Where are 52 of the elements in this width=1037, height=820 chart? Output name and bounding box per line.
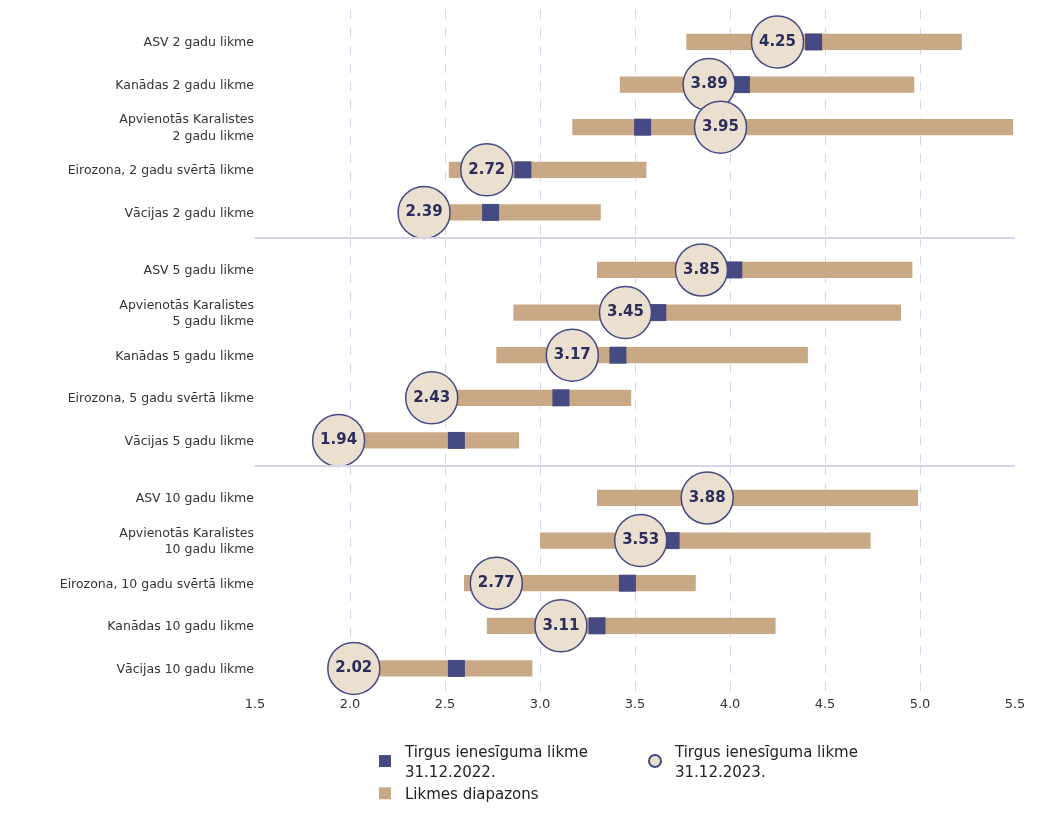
y-tick-label: Eirozona, 10 gadu svērtā likme (59, 575, 255, 591)
x-tick-label: 5.0 (909, 696, 931, 711)
point (482, 203, 500, 221)
data-label: 4.25 (758, 31, 797, 50)
point (447, 431, 465, 449)
y-tick-label: Kanādas 10 gadu likme (107, 618, 255, 634)
legend-label: Tirgus ienesīguma likme 31.12.2022. (404, 743, 588, 781)
data-label: 2.72 (468, 159, 506, 178)
data-label: 3.17 (553, 344, 591, 363)
x-tick-label: 1.5 (244, 696, 266, 711)
y-tick-label: Apvienotās Karalistes 2 gadu likme (119, 111, 255, 143)
y-tick-label: Vācijas 2 gadu likme (124, 204, 255, 220)
point (588, 617, 606, 635)
point (805, 33, 823, 51)
point (447, 659, 465, 677)
data-label: 3.53 (622, 530, 660, 549)
x-tick-label: 4.0 (719, 696, 741, 711)
data-label: 3.95 (701, 116, 740, 135)
data-label: 2.02 (335, 658, 373, 677)
data-label: 2.39 (405, 202, 443, 221)
y-tick-label: ASV 2 gadu likme (143, 34, 255, 50)
y-tick-label: Eirozona, 5 gadu svērtā likme (67, 390, 255, 406)
point (552, 389, 570, 407)
x-tick-label: 2.0 (339, 696, 361, 711)
y-tick-label: Eirozona, 2 gadu svērtā likme (67, 162, 255, 178)
x-tick-label: 3.0 (529, 696, 551, 711)
data-label: 3.85 (682, 259, 721, 278)
x-tick-label: 2.5 (434, 696, 456, 711)
legend-label: Tirgus ienesīguma likme 31.12.2023. (674, 743, 858, 781)
x-tick-label: 3.5 (624, 696, 646, 711)
data-label: 3.89 (690, 74, 728, 93)
data-label: 2.77 (477, 572, 515, 591)
point (634, 118, 652, 136)
data-label: 1.94 (320, 430, 358, 449)
y-tick-label: Apvienotās Karalistes 10 gadu likme (119, 524, 255, 557)
y-tick-label: Vācijas 10 gadu likme (116, 660, 255, 676)
data-label: 3.45 (606, 302, 645, 321)
y-tick-label: Apvienotās Karalistes 5 gadu likme (119, 296, 255, 329)
point (618, 574, 636, 592)
y-tick-label: Vācijas 5 gadu likme (124, 432, 255, 448)
point (514, 161, 532, 179)
x-tick-label: 4.5 (814, 696, 836, 711)
data-label: 3.11 (542, 615, 580, 634)
data-label: 2.43 (413, 387, 451, 406)
legend-label: Likmes diapazons (405, 785, 539, 804)
y-tick-label: Kanādas 5 gadu likme (115, 347, 255, 363)
y-tick-label: Kanādas 2 gadu likme (115, 76, 255, 92)
y-tick-label: ASV 5 gadu likme (143, 262, 255, 278)
data-label: 3.88 (688, 487, 726, 506)
point (609, 346, 627, 364)
x-tick-label: 5.5 (1004, 696, 1026, 711)
y-tick-label: ASV 10 gadu likme (135, 490, 255, 506)
